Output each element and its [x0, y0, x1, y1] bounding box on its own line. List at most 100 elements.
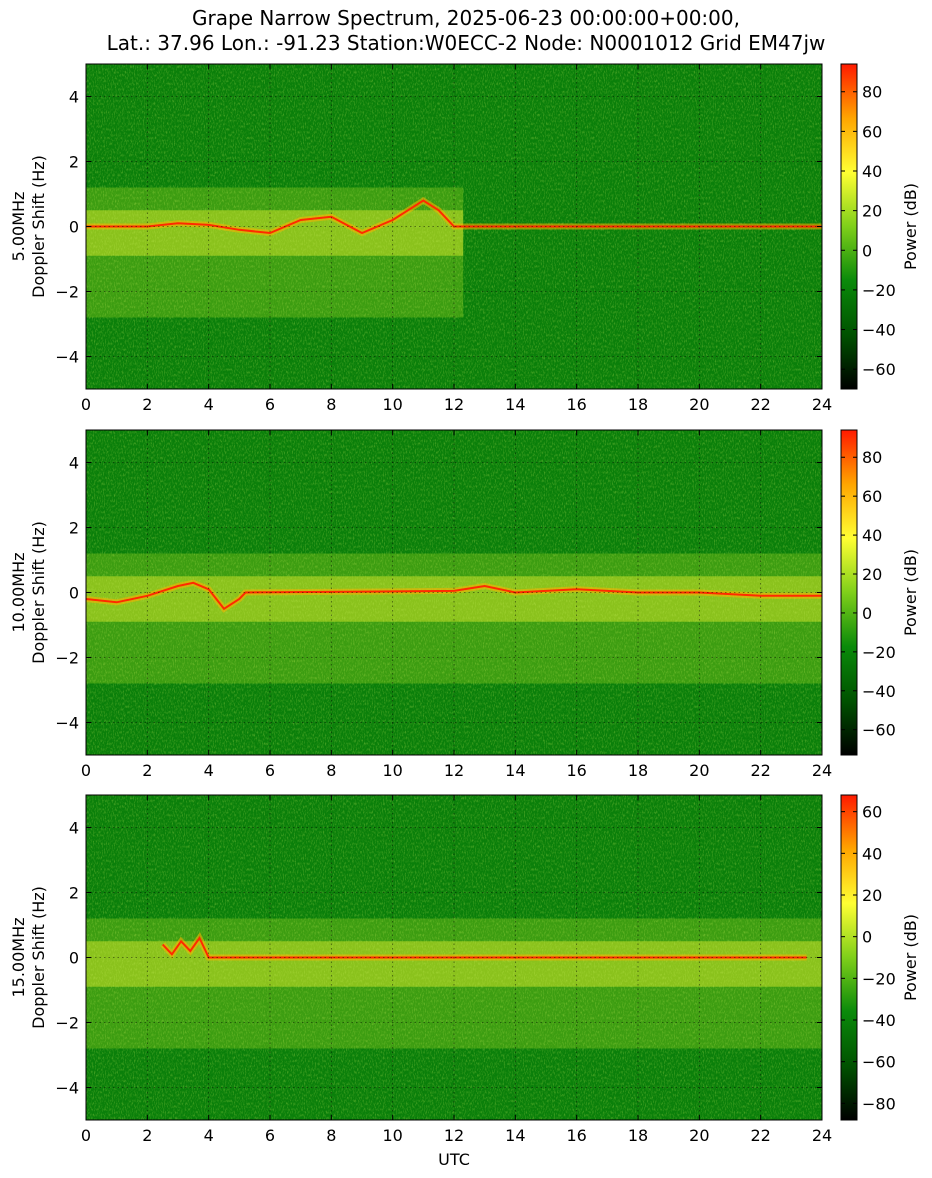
y-axis-label-line-2: Doppler Shift (Hz) [29, 521, 48, 664]
colorbar-tick-label: −80 [862, 1094, 896, 1113]
y-tick-label: 2 [69, 519, 79, 538]
colorbar-label: Power (dB) [901, 183, 920, 270]
x-tick-label: 6 [265, 395, 275, 414]
x-tick-label: 10 [382, 395, 402, 414]
y-axis-label-line-1: 15.00MHz [9, 917, 28, 997]
x-tick-label: 16 [566, 1126, 586, 1145]
x-tick-label: 18 [628, 395, 648, 414]
colorbar-tick-label: −20 [862, 643, 896, 662]
colorbar-tick-label: 20 [862, 565, 882, 584]
y-tick-label: −2 [55, 649, 79, 668]
colorbar-tick-label: 0 [862, 604, 872, 623]
y-tick-label: 0 [69, 218, 79, 237]
y-tick-label: 4 [69, 819, 79, 838]
x-tick-label: 4 [204, 395, 214, 414]
y-tick-label: 4 [69, 88, 79, 107]
x-tick-label: 0 [81, 395, 91, 414]
x-tick-label: 0 [81, 761, 91, 780]
x-tick-label: 20 [689, 395, 709, 414]
x-tick-label: 2 [142, 395, 152, 414]
colorbar [840, 794, 858, 1121]
x-tick-label: 10 [382, 761, 402, 780]
colorbar-tick-label: 40 [862, 162, 882, 181]
x-axis-label: UTC [438, 1150, 470, 1169]
x-tick-label: 16 [566, 761, 586, 780]
y-tick-label: 2 [69, 884, 79, 903]
colorbar-tick-label: 40 [862, 844, 882, 863]
y-tick-label: −4 [55, 348, 79, 367]
x-tick-label: 18 [628, 1126, 648, 1145]
colorbar [840, 63, 858, 390]
x-tick-label: 2 [142, 761, 152, 780]
plot-area [86, 430, 822, 755]
colorbar-tick-label: −60 [862, 721, 896, 740]
colorbar-tick-label: −40 [862, 1011, 896, 1030]
y-tick-label: −4 [55, 714, 79, 733]
colorbar-tick-label: 60 [862, 122, 882, 141]
x-tick-label: 10 [382, 1126, 402, 1145]
y-axis-label-line-1: 5.00MHz [9, 192, 28, 262]
x-tick-label: 12 [444, 761, 464, 780]
y-tick-label: 0 [69, 949, 79, 968]
title-line-2: Lat.: 37.96 Lon.: -91.23 Station:W0ECC-2… [106, 31, 826, 55]
y-tick-label: −2 [55, 283, 79, 302]
colorbar-tick-label: 80 [862, 83, 882, 102]
x-tick-label: 24 [812, 395, 832, 414]
x-tick-label: 12 [444, 1126, 464, 1145]
colorbar-tick-label: 60 [862, 803, 882, 822]
colorbar-tick-label: 60 [862, 487, 882, 506]
colorbar-tick-label: 20 [862, 886, 882, 905]
colorbar-tick-label: 40 [862, 526, 882, 545]
figure-title: Grape Narrow Spectrum, 2025-06-23 00:00:… [0, 6, 932, 56]
colorbar-label: Power (dB) [901, 914, 920, 1001]
x-tick-label: 20 [689, 1126, 709, 1145]
x-tick-label: 16 [566, 395, 586, 414]
x-tick-label: 14 [505, 1126, 525, 1145]
x-tick-label: 12 [444, 395, 464, 414]
colorbar-tick-label: −60 [862, 360, 896, 379]
y-axis-label-line-2: Doppler Shift (Hz) [29, 886, 48, 1029]
colorbar-tick-label: 0 [862, 241, 872, 260]
x-tick-label: 6 [265, 761, 275, 780]
x-tick-label: 14 [505, 395, 525, 414]
colorbar-tick-label: −60 [862, 1053, 896, 1072]
x-tick-label: 8 [326, 395, 336, 414]
x-tick-label: 2 [142, 1126, 152, 1145]
x-tick-label: 22 [750, 761, 770, 780]
y-axis-label-line-2: Doppler Shift (Hz) [29, 155, 48, 298]
title-line-1: Grape Narrow Spectrum, 2025-06-23 00:00:… [192, 6, 740, 30]
plot-area [86, 64, 822, 389]
x-tick-label: 24 [812, 761, 832, 780]
colorbar-tick-label: −20 [862, 969, 896, 988]
x-tick-label: 22 [750, 1126, 770, 1145]
colorbar-label: Power (dB) [901, 549, 920, 636]
colorbar-tick-label: 0 [862, 928, 872, 947]
colorbar-tick-label: −40 [862, 682, 896, 701]
y-tick-label: −4 [55, 1079, 79, 1098]
x-tick-label: 8 [326, 761, 336, 780]
x-tick-label: 4 [204, 761, 214, 780]
y-tick-label: 4 [69, 454, 79, 473]
y-axis-label-line-1: 10.00MHz [9, 552, 28, 632]
x-tick-label: 0 [81, 1126, 91, 1145]
colorbar-tick-label: −20 [862, 281, 896, 300]
x-tick-label: 20 [689, 761, 709, 780]
x-tick-label: 18 [628, 761, 648, 780]
x-tick-label: 8 [326, 1126, 336, 1145]
x-tick-label: 22 [750, 395, 770, 414]
colorbar-tick-label: −40 [862, 321, 896, 340]
x-tick-label: 6 [265, 1126, 275, 1145]
x-tick-label: 24 [812, 1126, 832, 1145]
x-tick-label: 14 [505, 761, 525, 780]
colorbar [840, 429, 858, 756]
x-tick-label: 4 [204, 1126, 214, 1145]
colorbar-tick-label: 20 [862, 202, 882, 221]
plot-area [86, 795, 822, 1120]
y-tick-label: 2 [69, 153, 79, 172]
y-tick-label: 0 [69, 584, 79, 603]
y-tick-label: −2 [55, 1014, 79, 1033]
